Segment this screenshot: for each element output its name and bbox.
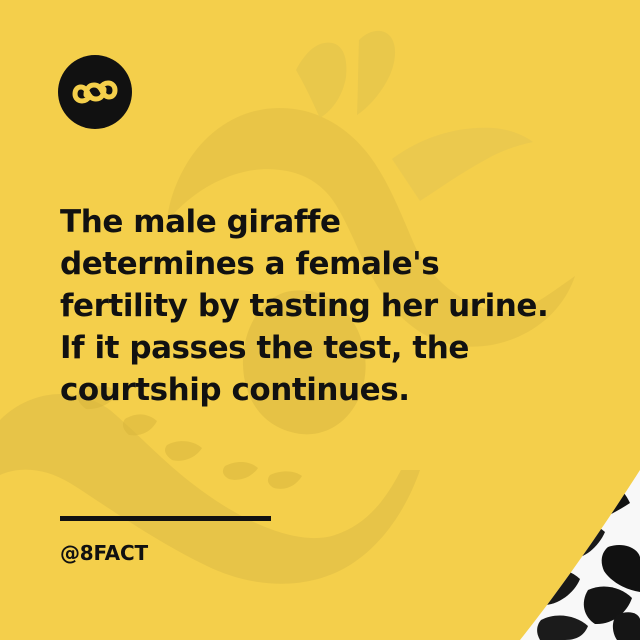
fact-line-2: determines a female's [60,246,440,282]
fact-line-3: fertility by tasting her urine. [60,288,549,324]
brand-handle: @8FACT [60,541,148,565]
giraffe-neck-shadow [0,393,420,584]
giraffe-pattern-marks [77,385,302,489]
brand-logo [58,55,132,129]
fact-text: The male giraffe determines a female's f… [60,201,600,411]
giraffe-snout-shadow [242,290,366,435]
giraffe-head-shadow [167,107,575,347]
infinity-8-icon [72,80,118,104]
fact-line-4: If it passes the test, the [60,330,469,366]
giraffe-ossicone-left [296,42,347,118]
divider-line [60,516,271,521]
fact-line-1: The male giraffe [60,204,341,240]
giraffe-corner-photo [520,470,640,640]
fact-line-5: courtship continues. [60,372,410,408]
giraffe-ossicone-right [357,30,396,115]
giraffe-ear [392,127,533,201]
